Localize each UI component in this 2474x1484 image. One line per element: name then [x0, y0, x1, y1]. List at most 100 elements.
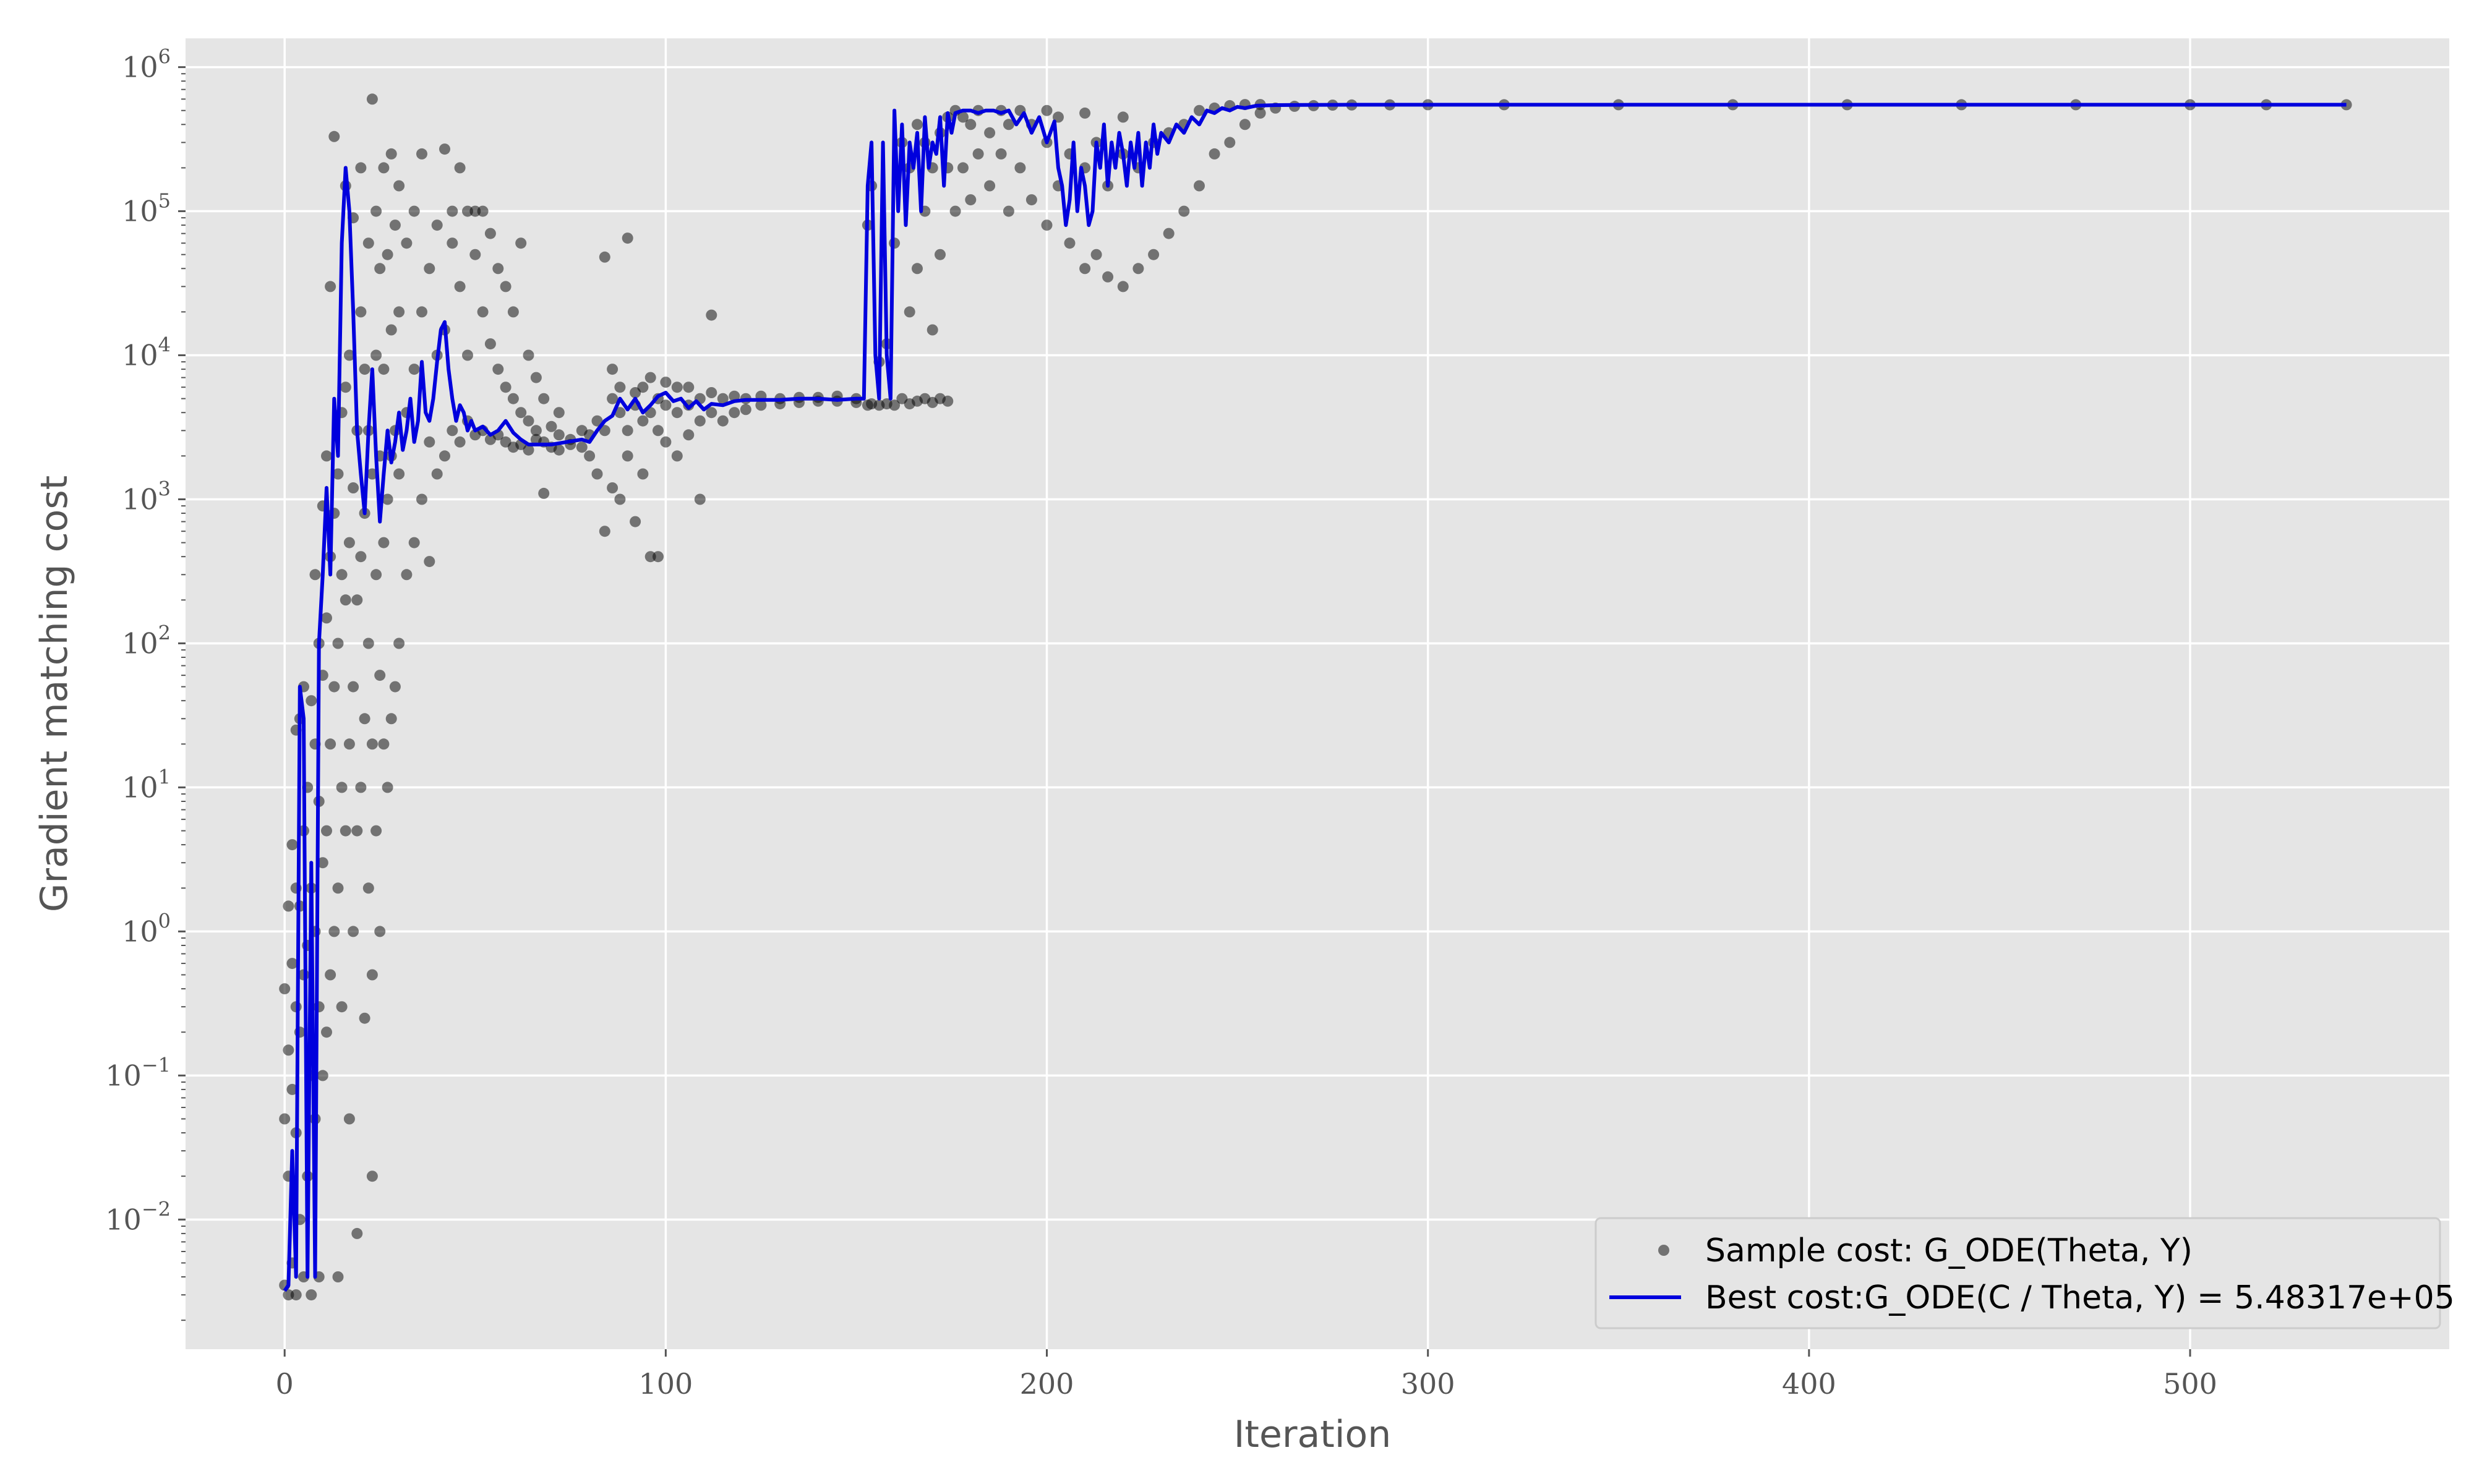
sample-point [374, 926, 386, 937]
sample-point [279, 1113, 291, 1125]
sample-point [614, 407, 626, 419]
sample-point [366, 93, 378, 105]
sample-point [904, 306, 915, 318]
sample-point [439, 450, 450, 462]
sample-point [912, 263, 923, 275]
sample-point [965, 194, 977, 206]
sample-point [523, 444, 534, 456]
sample-point [1194, 104, 1205, 116]
sample-point [343, 738, 355, 750]
sample-point [424, 436, 435, 448]
sample-point [637, 382, 649, 393]
sample-point [515, 407, 527, 419]
sample-point [366, 738, 378, 750]
sample-point [683, 429, 695, 441]
sample-point [927, 324, 938, 336]
sample-point [1053, 111, 1064, 123]
x-tick-label: 400 [1782, 1367, 1836, 1401]
sample-point [370, 569, 382, 581]
sample-point [355, 782, 367, 793]
legend: Sample cost: G_ODE(Theta, Y) Best cost:G… [1594, 1217, 2455, 1329]
sample-point [325, 969, 336, 981]
sample-point [359, 713, 370, 725]
sample-point [492, 263, 504, 275]
sample-point [408, 537, 420, 548]
sample-point [454, 281, 466, 292]
sample-point [469, 205, 481, 217]
sample-point [1102, 271, 1114, 283]
sample-point [507, 306, 519, 318]
sample-point [614, 493, 626, 505]
sample-point [454, 436, 466, 448]
sample-point [340, 594, 351, 606]
sample-point [607, 393, 618, 404]
sample-point [286, 958, 298, 970]
sample-point [1163, 228, 1175, 239]
sample-point [484, 228, 496, 239]
sample-point [957, 111, 969, 123]
sample-point [607, 482, 618, 493]
sample-point [286, 839, 298, 851]
sample-point [306, 1289, 317, 1301]
sample-point [507, 393, 519, 404]
sample-point [614, 382, 626, 393]
sample-point [424, 556, 435, 568]
y-tick-label: 100 [122, 909, 171, 948]
sample-point [1117, 111, 1129, 123]
sample-point [355, 162, 367, 174]
sample-point [1132, 263, 1144, 275]
sample-point [694, 415, 706, 427]
sample-point [408, 364, 420, 375]
sample-point [366, 969, 378, 981]
sample-point [336, 1001, 348, 1013]
sample-point [553, 407, 565, 419]
sample-point [717, 415, 729, 427]
sample-point [332, 1271, 344, 1282]
sample-point [343, 537, 355, 548]
sample-point [374, 670, 386, 681]
sample-point [378, 738, 390, 750]
sample-point [378, 537, 390, 548]
sample-point [382, 493, 393, 505]
sample-point [599, 425, 610, 437]
sample-point [729, 390, 740, 402]
sample-point [306, 695, 317, 707]
sample-point [942, 395, 954, 407]
sample-point [538, 487, 550, 499]
sample-point [630, 516, 641, 527]
sample-point [366, 1171, 378, 1182]
sample-point [591, 468, 603, 480]
sample-point [370, 825, 382, 837]
sample-point [1003, 205, 1014, 217]
sample-point [1003, 119, 1014, 130]
sample-point [957, 162, 969, 174]
sample-point [984, 127, 996, 139]
sample-point [348, 926, 359, 937]
sample-point [336, 569, 348, 581]
y-tick-label: 10−2 [105, 1197, 171, 1236]
sample-point [1254, 107, 1266, 119]
sample-point [717, 393, 729, 404]
sample-point [1239, 119, 1251, 130]
sample-point [553, 444, 565, 456]
sample-point [1194, 180, 1205, 192]
sample-point [671, 407, 683, 419]
sample-point [340, 382, 351, 393]
sample-point [283, 1044, 294, 1056]
sample-point [1148, 249, 1160, 260]
sample-point [325, 281, 336, 292]
sample-point [1090, 249, 1102, 260]
sample-point [447, 205, 458, 217]
sample-point [1041, 220, 1053, 231]
plot-area [186, 38, 2449, 1349]
legend-best-label: Best cost:G_ODE(C / Theta, Y) = 5.48317e… [1705, 1279, 2455, 1316]
sample-point [431, 220, 443, 231]
sample-point [321, 825, 332, 837]
sample-point [644, 551, 656, 563]
sample-point [393, 306, 405, 318]
x-tick-label: 300 [1401, 1367, 1455, 1401]
y-axis-label: Gradient matching cost [33, 475, 76, 912]
sample-point [283, 900, 294, 912]
sample-point [599, 251, 610, 263]
